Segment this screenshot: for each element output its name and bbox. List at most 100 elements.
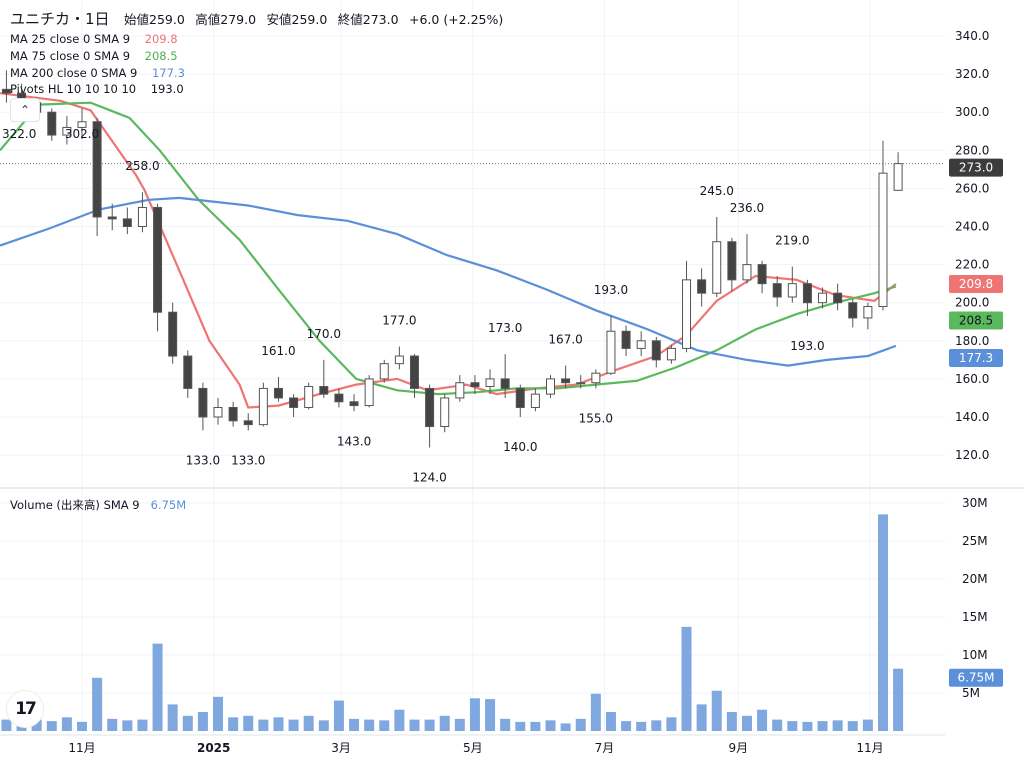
candle-body [107,216,117,220]
volume-bar [61,717,72,731]
time-tick-label: 11月 [68,741,95,755]
candle-body [470,382,480,388]
candle-down [107,203,117,231]
candle-down [1,70,11,103]
indicator-value: 177.3 [151,66,185,80]
candle-down [153,203,163,332]
volume-bar [485,699,496,731]
candle-body [787,283,797,298]
symbol-title[interactable]: ユニチカ・1日 [10,10,110,28]
high-value: 高値279.0 [195,12,257,27]
price-tick-label: 340.0 [955,29,989,43]
volume-bar [817,721,828,731]
pivot-high-label: 167.0 [548,333,582,347]
pivot-high-label: 302.0 [65,127,99,141]
volume-bar [741,715,752,731]
price-badge [949,311,1003,330]
legend-ma200[interactable]: MA 200 close 0 SMA 9 177.3 [10,66,185,80]
candle-body [47,111,57,136]
volume-bar [303,715,314,731]
pivot-low-label: 193.0 [790,339,824,353]
candle-body [682,279,692,349]
price-badge-text: 273.0 [959,161,993,175]
candle-down [183,350,193,398]
candle-down [651,336,661,368]
candle-up [213,397,223,425]
candle-up [893,152,903,191]
price-badge-text: 208.5 [959,314,993,328]
candle-down [289,394,299,417]
candle-up [606,316,616,376]
candle-up [682,260,692,353]
volume-bar [137,719,148,731]
time-tick-label: 3月 [331,741,351,755]
candle-down [168,302,178,364]
pivot-high-label: 219.0 [775,234,809,248]
candle-body [409,355,419,389]
candle-up [742,234,752,284]
volume-bar [862,719,873,731]
candle-down [122,207,132,235]
candle-body [757,264,767,285]
pivot-high-label: 177.0 [382,314,416,328]
price-badge [949,348,1003,367]
pivot-low-label: 140.0 [503,440,537,454]
chevron-up-icon: ⌃ [19,103,31,117]
candle-down [772,276,782,307]
volume-bar [847,721,858,731]
candle-body [77,121,87,128]
candle-down [802,279,812,317]
volume-tick-label: 25M [962,534,988,548]
volume-name: Volume (出来高) [10,498,100,512]
candle-body [666,347,676,361]
pivot-low-label: 124.0 [412,470,446,484]
candle-up [591,369,601,389]
volume-bar [31,719,42,731]
candle-body [561,378,571,384]
volume-value: 6.75M [150,498,187,512]
candle-body [772,283,782,298]
candle-down [334,388,344,408]
legend-ma25[interactable]: MA 25 close 0 SMA 9 209.8 [10,32,178,46]
volume-bar [258,719,269,731]
candle-body [122,218,132,228]
candle-body [304,386,314,408]
price-tick-label: 260.0 [955,181,989,195]
collapse-legend-button[interactable]: ⌃ [10,98,40,122]
volume-bar [832,720,843,731]
candle-body [485,378,495,388]
candle-body [379,363,389,380]
volume-sma: SMA 9 [103,498,140,512]
volume-tick-label: 10M [962,648,988,662]
candle-up [818,287,828,309]
candle-body [727,241,737,281]
volume-bar [545,720,556,731]
candle-body [349,401,359,407]
legend-pivots[interactable]: Pivots HL 10 10 10 10 193.0 [10,82,184,96]
volume-tick-label: 15M [962,610,988,624]
price-badge-text: 209.8 [959,277,993,291]
price-tick-label: 180.0 [955,334,989,348]
ma-line-ma200 [0,196,897,367]
candle-body [364,378,374,407]
candle-body [334,393,344,403]
time-tick-label: 11月 [856,741,883,755]
pivot-high-label: 173.0 [488,321,522,335]
candle-body [153,206,163,313]
candle-down [697,268,707,307]
price-tick-label: 320.0 [955,67,989,81]
volume-bar [575,718,586,731]
volume-bar [182,715,193,731]
volume-bar [424,719,435,731]
legend-ma75[interactable]: MA 75 close 0 SMA 9 208.5 [10,49,178,63]
volume-legend[interactable]: Volume (出来高) SMA 9 6.75M [10,497,186,513]
indicator-value: 208.5 [144,49,178,63]
volume-bar [666,717,677,731]
tradingview-logo[interactable]: 17 [6,690,44,728]
close-value: 終値273.0 [337,12,399,27]
candle-body [273,387,283,399]
candle-body [515,387,525,408]
candle-up [62,116,72,145]
candle-body [530,393,540,408]
